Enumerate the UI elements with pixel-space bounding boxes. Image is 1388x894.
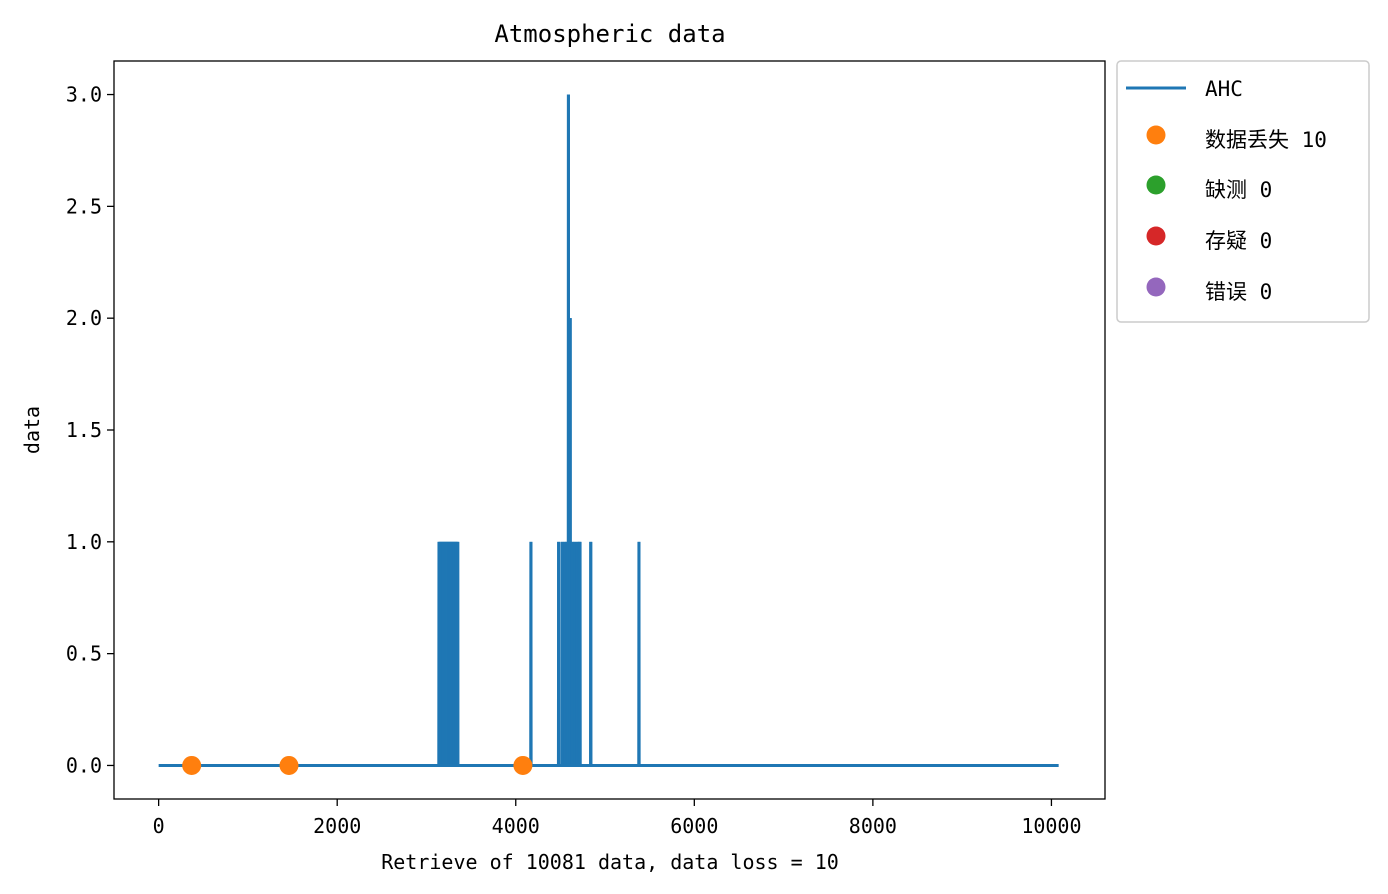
plot-frame [113,60,1106,800]
plot-area [113,60,1106,800]
series-layer [158,94,1059,767]
series-line-ahc [158,94,1059,767]
legend-marker-swatch [1146,277,1166,297]
x-tick-label: 8000 [849,814,897,838]
y-tick-label: 2.5 [66,194,102,218]
y-tick-label: 1.0 [66,530,102,554]
legend-label: 存疑 0 [1205,229,1272,253]
data-loss-point [279,755,299,775]
data-loss-point [513,755,533,775]
legend: AHC 数据丢失 10 缺测 0 存疑 0 错误 0 [1116,60,1370,323]
y-tick-label: 0.5 [66,642,102,666]
legend-label: 错误 0 [1205,280,1272,304]
y-tick-label: 2.0 [66,306,102,330]
legend-label: 缺测 0 [1205,178,1272,202]
y-tick-label: 0.0 [66,753,102,777]
legend-label: AHC [1205,77,1243,101]
legend-frame [1116,60,1370,323]
y-tick-label: 1.5 [66,418,102,442]
x-tick-label: 4000 [492,814,540,838]
marker-layer [182,755,533,775]
x-tick-label: 6000 [670,814,718,838]
y-tick-label: 3.0 [66,83,102,107]
x-axis: 0 2000 4000 6000 8000 10000 [153,799,1082,838]
y-axis: 0.0 0.5 1.0 1.5 2.0 2.5 3.0 [66,83,114,777]
chart-title: Atmospheric data [494,20,725,48]
x-axis-label: Retrieve of 10081 data, data loss = 10 [381,850,839,874]
legend-marker-swatch [1146,125,1166,145]
legend-entries: AHC 数据丢失 10 缺测 0 存疑 0 错误 0 [1126,77,1327,304]
x-tick-label: 10000 [1021,814,1081,838]
x-tick-label: 0 [153,814,165,838]
y-axis-label: data [20,406,44,454]
data-loss-point [182,755,202,775]
legend-marker-swatch [1146,175,1166,195]
legend-marker-swatch [1146,226,1166,246]
x-tick-label: 2000 [313,814,361,838]
legend-label: 数据丢失 10 [1205,128,1327,152]
